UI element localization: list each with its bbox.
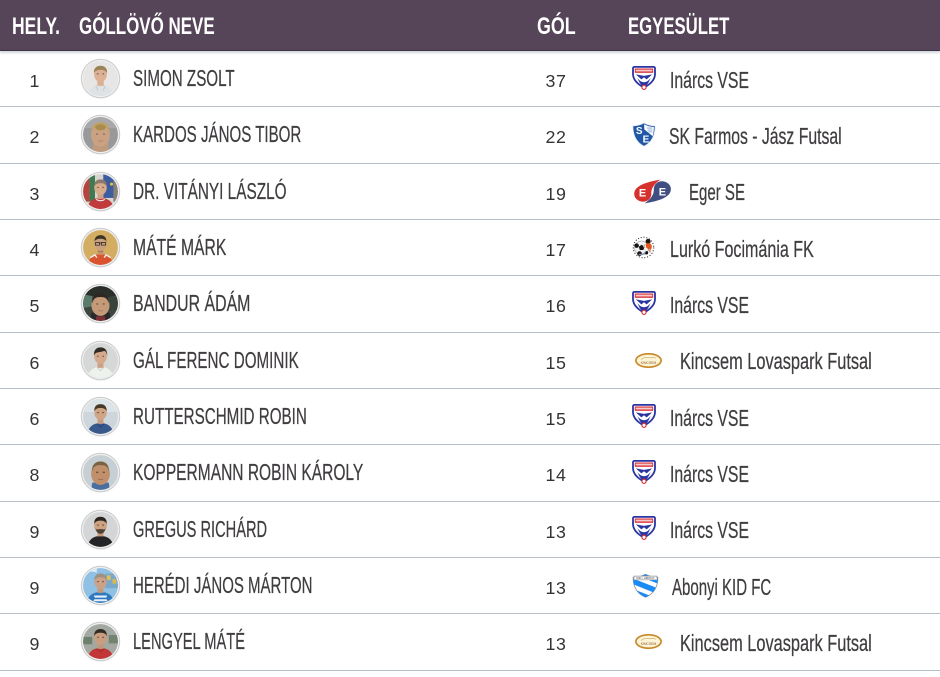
svg-text:KID • ABONY: KID • ABONY (636, 576, 654, 580)
svg-text:S: S (636, 127, 643, 138)
svg-text:E: E (639, 187, 646, 199)
svg-text:KINCSEM: KINCSEM (641, 642, 657, 646)
svg-text:E: E (659, 186, 666, 198)
svg-text:E: E (643, 135, 650, 146)
svg-text:KINCSEM: KINCSEM (641, 361, 657, 365)
